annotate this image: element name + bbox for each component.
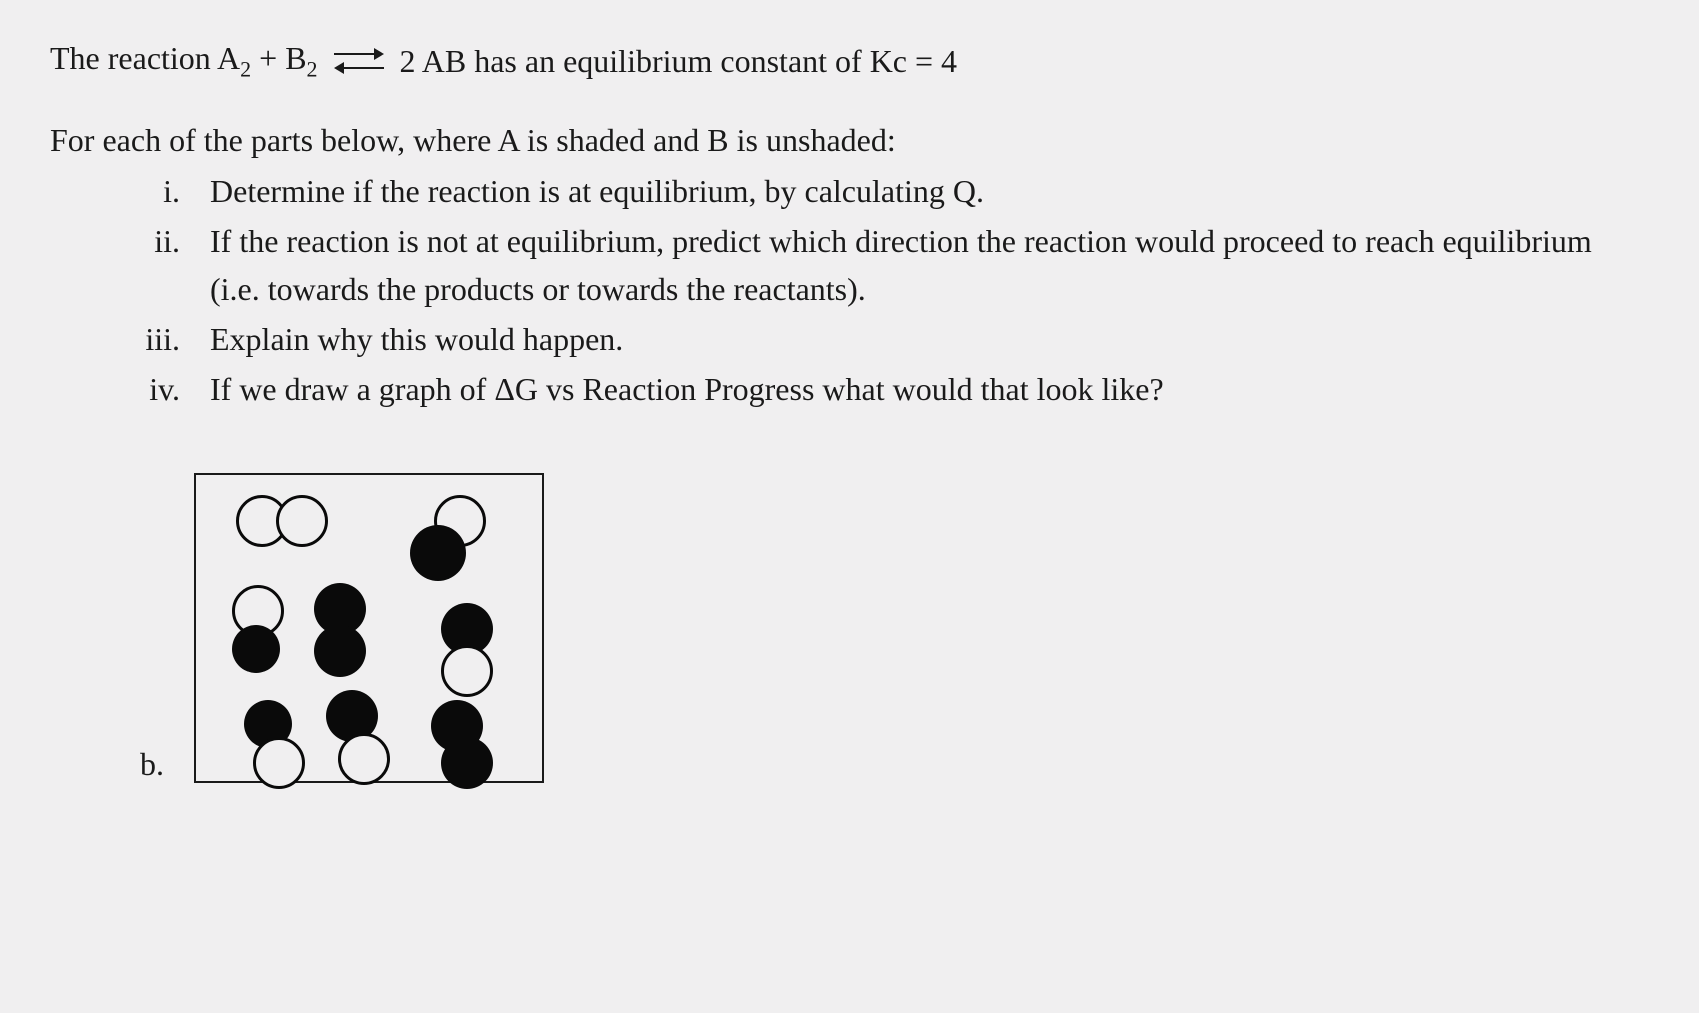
list-text: Determine if the reaction is at equilibr…: [210, 167, 1649, 215]
document-content: The reaction A2 + B2 2 AB has an equilib…: [50, 40, 1649, 783]
arrow-left-icon: [334, 62, 344, 74]
intro-paragraph: The reaction A2 + B2 2 AB has an equilib…: [50, 40, 1649, 82]
atom-a-shaded: [314, 625, 366, 677]
list-item: i. Determine if the reaction is at equil…: [140, 167, 1649, 215]
atom-a-shaded: [232, 625, 280, 673]
list-text: If the reaction is not at equilibrium, p…: [210, 217, 1649, 313]
arrow-right-icon: [374, 48, 384, 60]
atom-a-shaded: [410, 525, 466, 581]
intro-plus: + B: [251, 40, 306, 76]
atom-b-unshaded: [276, 495, 328, 547]
question-list: i. Determine if the reaction is at equil…: [50, 167, 1649, 413]
list-marker: i.: [140, 167, 210, 215]
subscript-1: 2: [240, 56, 251, 81]
molecule-diagram: [194, 473, 544, 783]
diagram-section: b.: [140, 473, 1649, 783]
list-marker: iv.: [140, 365, 210, 413]
list-item: ii. If the reaction is not at equilibriu…: [140, 217, 1649, 313]
atom-b-unshaded: [338, 733, 390, 785]
atom-b-unshaded: [253, 737, 305, 789]
list-text: Explain why this would happen.: [210, 315, 1649, 363]
subscript-2: 2: [307, 56, 318, 81]
list-text: If we draw a graph of ΔG vs Reaction Pro…: [210, 365, 1649, 413]
list-item: iv. If we draw a graph of ΔG vs Reaction…: [140, 365, 1649, 413]
list-marker: ii.: [140, 217, 210, 313]
intro-text: The reaction A2 + B2: [50, 40, 318, 82]
list-marker: iii.: [140, 315, 210, 363]
list-item: iii. Explain why this would happen.: [140, 315, 1649, 363]
instructions-header: For each of the parts below, where A is …: [50, 122, 1649, 159]
atom-b-unshaded: [441, 645, 493, 697]
intro-suffix: 2 AB has an equilibrium constant of Kc =…: [400, 43, 958, 80]
atom-a-shaded: [441, 737, 493, 789]
intro-prefix: The reaction A: [50, 40, 240, 76]
part-label: b.: [140, 746, 164, 783]
equilibrium-arrow-icon: [334, 49, 384, 73]
